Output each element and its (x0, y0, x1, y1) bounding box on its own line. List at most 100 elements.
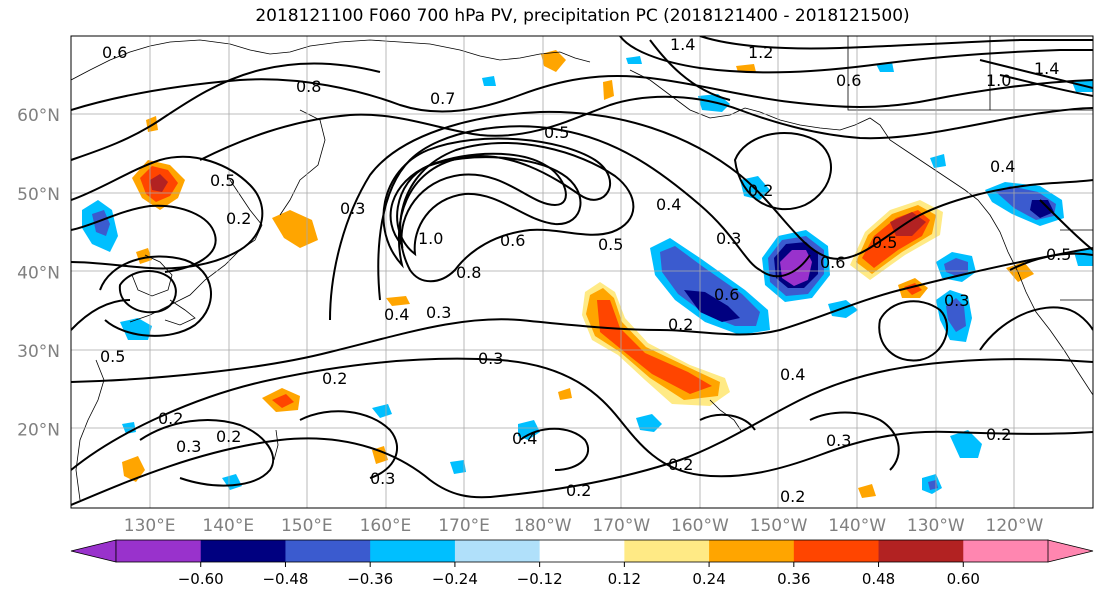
longitude-label: 150°E (281, 516, 333, 536)
map-background (71, 36, 1093, 508)
graticule (71, 36, 1093, 508)
colorbar-segment (285, 540, 371, 562)
colorbar-segment (454, 540, 541, 562)
contour-label: 0.5 (1046, 245, 1071, 264)
contour-label: 0.3 (478, 349, 503, 368)
colorbar-segment (963, 540, 1049, 562)
longitude-label: 130°W (907, 516, 965, 536)
contour-label: 0.2 (216, 427, 241, 446)
colorbar-extend-low (70, 539, 117, 563)
contour-label: 0.3 (370, 469, 395, 488)
colorbar-tick-label: 0.60 (947, 570, 980, 588)
contour-label: 1.0 (986, 71, 1011, 90)
contour-label: 0.5 (210, 171, 235, 190)
longitude-label: 120°W (986, 516, 1044, 536)
pv-contours (71, 36, 1093, 506)
precip-positive-patch (272, 394, 294, 408)
precip-negative-patch (92, 210, 110, 236)
longitude-label: 130°E (124, 516, 176, 536)
colorbar-segment (624, 540, 710, 562)
longitude-label: 140°W (828, 516, 886, 536)
longitude-label: 170°E (438, 516, 490, 536)
precip-positive-patch (890, 212, 926, 236)
colorbar-tick-label: −0.12 (517, 570, 563, 588)
colorbar-segment (116, 540, 202, 562)
contour-label: 1.0 (418, 229, 443, 248)
contour-label: 0.5 (598, 235, 623, 254)
precip-negative-patch (372, 404, 392, 418)
contour-label: 0.8 (296, 77, 321, 96)
contour-label: 0.4 (990, 157, 1015, 176)
latitude-label: 50°N (17, 185, 60, 205)
contour-label: 0.5 (100, 347, 125, 366)
colorbar-extend-high (1047, 539, 1094, 563)
precip-negative-patch (660, 246, 760, 326)
latitude-label: 40°N (17, 263, 60, 283)
longitude-label: 140°E (202, 516, 254, 536)
precip-negative-patch (930, 154, 946, 168)
colorbar-tick-label: −0.48 (262, 570, 308, 588)
contour-label: 0.2 (322, 369, 347, 388)
longitude-label: 150°W (750, 516, 808, 536)
precip-negative-patch (222, 474, 242, 490)
precip-negative-patch (636, 414, 662, 432)
precip-positive-patch (858, 484, 876, 498)
contour-label: 0.3 (176, 437, 201, 456)
contour-label: 0.2 (226, 209, 251, 228)
contour-label: 0.3 (944, 291, 969, 310)
latitude-label: 20°N (17, 420, 60, 440)
precip-negative-patch (946, 298, 966, 332)
contour-label: 0.2 (668, 315, 693, 334)
colorbar-tick-label: 0.24 (692, 570, 725, 588)
precip-positive-patch (603, 80, 614, 100)
longitude-label: 160°E (360, 516, 412, 536)
colorbar-segment (200, 540, 286, 562)
colorbar-segment (539, 540, 625, 562)
precip-negative-patch (780, 250, 812, 286)
contour-label: 1.4 (670, 35, 695, 54)
precip-negative-patch (518, 420, 540, 440)
latitude-label: 60°N (17, 106, 60, 126)
colorbar-segment (878, 540, 964, 562)
contour-label: 0.3 (340, 199, 365, 218)
contour-label: 0.5 (544, 123, 569, 142)
precip-positive-patch (558, 388, 572, 400)
precip-negative-patch (928, 480, 938, 490)
map-frame (70, 35, 1094, 509)
precip-negative-patch (482, 76, 496, 86)
contour-label: 0.4 (780, 365, 805, 384)
colorbar-segment (709, 540, 795, 562)
longitude-labels: 130°E 140°E 150°E 160°E 170°E 180°W 170°W 160°W… (124, 516, 1044, 536)
contour-label: 0.3 (426, 303, 451, 322)
precip-negative-patch (684, 290, 740, 322)
contour-label: 0.4 (384, 305, 409, 324)
precip-negative-patch (1074, 248, 1093, 266)
contour-labels: 0.6 1.4 1.2 1.0 1.4 0.8 0.6 0.7 0.5 0.4 … (100, 35, 1071, 506)
precip-positive-patch (136, 248, 152, 264)
precip-negative-patch (626, 56, 642, 64)
colorbar-outline (115, 539, 1049, 563)
contour-label: 1.2 (748, 43, 773, 62)
contour-label: 0.4 (512, 429, 537, 448)
precip-negative-patch (450, 460, 466, 474)
longitude-label: 160°W (671, 516, 729, 536)
precip-positive-patch (736, 64, 756, 72)
precip-positive-patch (541, 50, 566, 72)
latitude-labels: 60°N 50°N 40°N 30°N 20°N (17, 106, 60, 440)
precip-positive-patch (386, 296, 410, 306)
colorbar-tick-label: 0.36 (777, 570, 810, 588)
contour-label: 0.3 (716, 229, 741, 248)
contour-label: 1.4 (1034, 59, 1059, 78)
contour-label: 0.5 (872, 233, 897, 252)
contour-label: 0.2 (566, 481, 591, 500)
contour-label: 0.3 (826, 431, 851, 450)
precip-positive-patch (122, 456, 145, 482)
contour-label: 0.6 (500, 231, 525, 250)
contour-label: 0.6 (820, 253, 845, 272)
precip-negative-patch (944, 258, 968, 276)
colorbar-tick-label: 0.48 (862, 570, 895, 588)
latitude-label: 30°N (17, 342, 60, 362)
map-title: 2018121100 F060 700 hPa PV, precipitatio… (255, 6, 910, 26)
contour-label: 0.8 (456, 263, 481, 282)
